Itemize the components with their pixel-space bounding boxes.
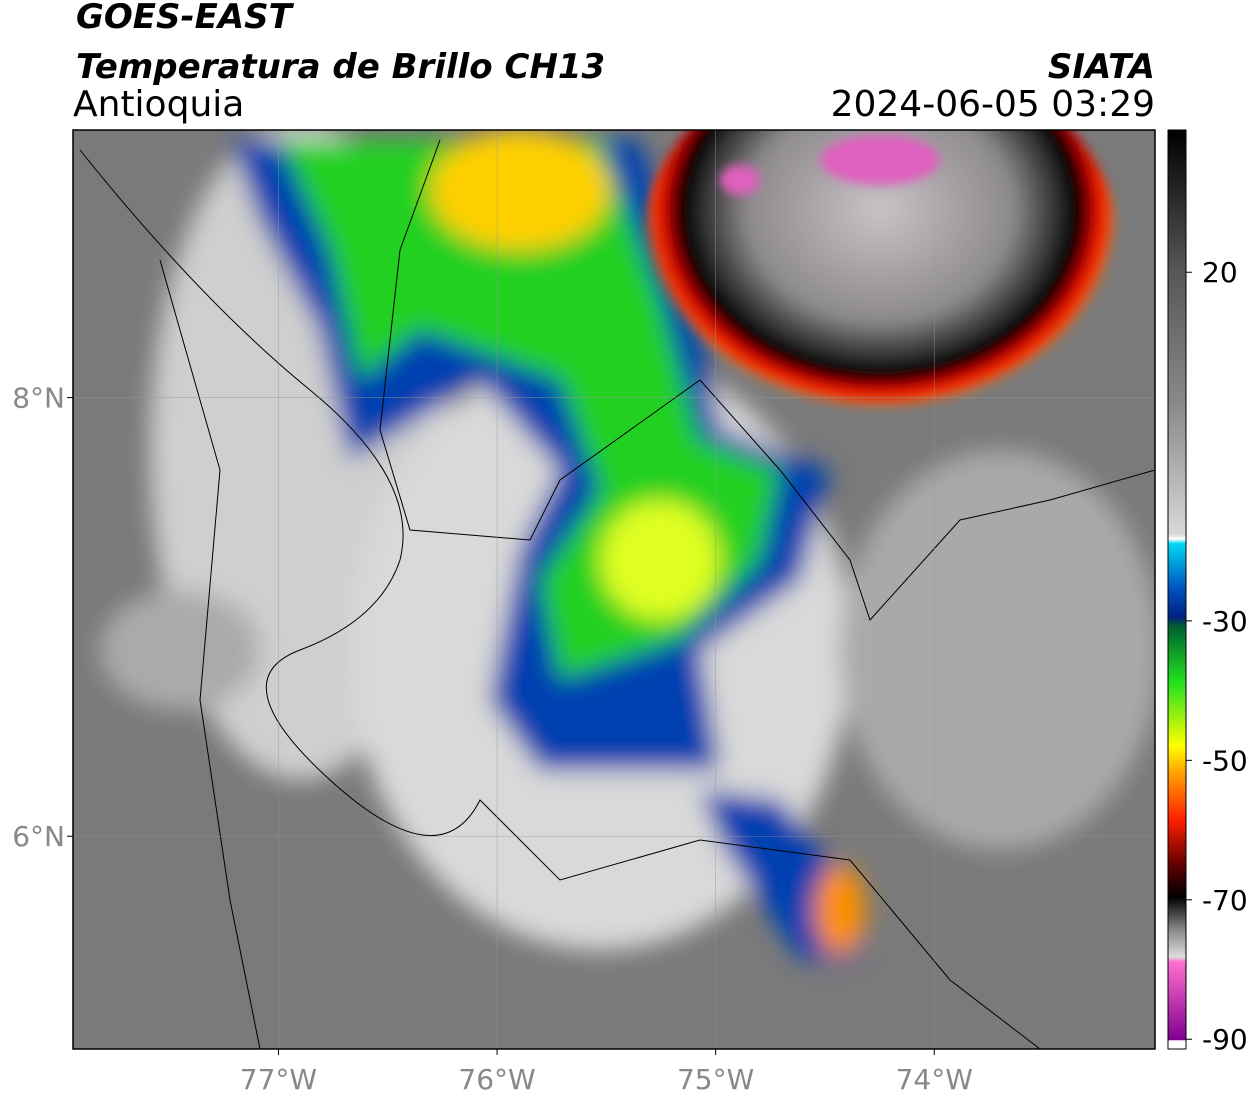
colorbar-tick-label: -30 [1202, 605, 1248, 638]
graticule [73, 130, 1155, 1049]
colorbar-tick-label: -70 [1202, 884, 1248, 917]
satellite-image [73, 130, 1155, 1049]
y-tick-label: 6°N [12, 820, 65, 853]
colorbar-tick-label: -50 [1202, 744, 1248, 777]
colorbar-tick-label: 20 [1202, 256, 1238, 289]
map-frame [72, 129, 1156, 1050]
x-tick-label: 75°W [677, 1063, 754, 1096]
source: SIATA [1048, 47, 1155, 87]
x-tick-label: 74°W [896, 1063, 973, 1096]
subtitle: Temperatura de Brillo CH13 [76, 47, 605, 87]
timestamp: 2024-06-05 03:29 [831, 84, 1155, 125]
x-tick-label: 76°W [458, 1063, 535, 1096]
colorbar-tick-label: -90 [1202, 1023, 1248, 1056]
x-tick-label: 77°W [240, 1063, 317, 1096]
title: GOES-EAST [76, 0, 295, 37]
colorbar [1167, 129, 1187, 1050]
y-tick-label: 8°N [12, 382, 65, 415]
region: Antioquia [73, 84, 244, 125]
